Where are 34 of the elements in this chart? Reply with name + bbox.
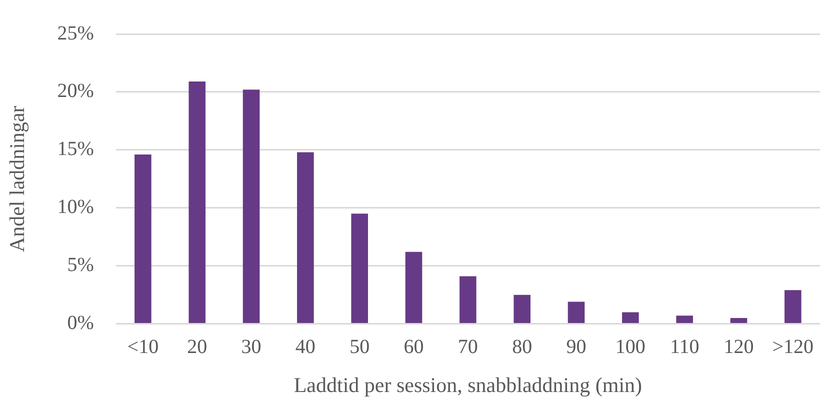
y-axis-title: Andel laddningar xyxy=(5,106,30,252)
y-tick-label: 15% xyxy=(57,138,94,160)
bar xyxy=(297,152,314,324)
x-tick-label: 40 xyxy=(295,336,316,358)
x-tick-label: 30 xyxy=(241,336,262,358)
x-tick-label: 50 xyxy=(350,336,370,358)
bar xyxy=(351,214,368,324)
bar xyxy=(784,290,802,324)
x-tick-label: 70 xyxy=(458,336,478,358)
x-axis-title: Laddtid per session, snabbladdning (min) xyxy=(294,372,642,397)
x-tick-label: 20 xyxy=(187,336,208,358)
x-tick-label: >120 xyxy=(772,336,814,358)
bar xyxy=(514,294,530,324)
bar xyxy=(188,82,206,324)
bar xyxy=(676,316,693,324)
x-tick-label: 90 xyxy=(566,336,586,358)
x-tick-label: 100 xyxy=(615,336,646,358)
y-tick-label: 25% xyxy=(57,22,94,44)
x-tick-label: 60 xyxy=(404,336,424,358)
bar xyxy=(134,154,152,324)
x-tick-label: 120 xyxy=(724,336,754,358)
y-tick-label: 5% xyxy=(67,254,94,276)
bar xyxy=(622,312,639,324)
y-tick-label: 20% xyxy=(57,80,94,102)
y-tick-label: 0% xyxy=(67,312,94,334)
x-tick-label: <10 xyxy=(127,336,159,358)
bar xyxy=(460,276,476,324)
bar xyxy=(242,90,260,324)
bar xyxy=(568,302,585,324)
y-tick-label: 10% xyxy=(57,196,94,218)
bar xyxy=(405,252,422,324)
bar xyxy=(730,318,748,324)
x-tick-label: 80 xyxy=(512,336,532,358)
x-tick-label: 110 xyxy=(670,336,700,358)
